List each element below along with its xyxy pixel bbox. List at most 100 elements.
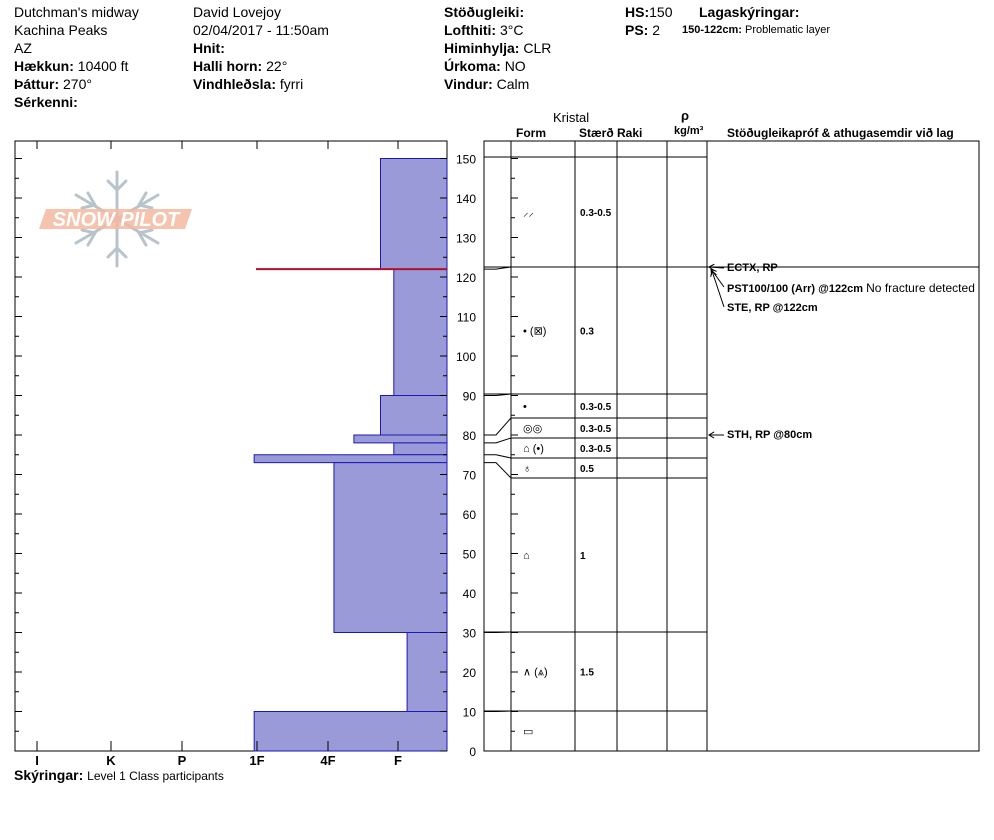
depth-tick-label: 40 bbox=[463, 587, 477, 601]
layer-leader-line bbox=[484, 437, 512, 444]
depth-tick-label: 150 bbox=[456, 153, 476, 167]
air-temp-row: Lofthiti: 3°C bbox=[444, 22, 523, 38]
elevation-label: Hækkun: bbox=[14, 58, 74, 74]
test-pst: PST100/100 (Arr) @122cm No fracture dete… bbox=[727, 282, 975, 296]
crystal-size: 1 bbox=[580, 551, 586, 562]
hs-row: HS:150 bbox=[625, 4, 672, 20]
layer-leader-line bbox=[484, 454, 512, 459]
observation-datetime: 02/04/2017 - 11:50am bbox=[193, 22, 329, 38]
observer-name: David Lovejoy bbox=[193, 4, 281, 20]
layer-leader-line bbox=[484, 462, 512, 479]
range-name: Kachina Peaks bbox=[14, 22, 108, 38]
crystal-form-icon: • bbox=[523, 401, 527, 413]
stability-label: Stöðugleiki: bbox=[444, 4, 525, 20]
layer-note: 150-122cm: Problematic layer bbox=[682, 24, 830, 37]
aspect-label: Þáttur: bbox=[14, 76, 60, 92]
crystal-size: 1.5 bbox=[580, 668, 594, 679]
hardness-label-k: K bbox=[106, 753, 116, 768]
coords-label: Hnit: bbox=[193, 40, 225, 56]
layer-bar bbox=[393, 442, 448, 456]
depth-tick-label: 70 bbox=[463, 469, 477, 483]
layer-bar bbox=[393, 268, 448, 397]
form-header: Form bbox=[516, 126, 546, 140]
elevation-value: 10400 ft bbox=[77, 58, 129, 74]
hardness-label-1f: 1F bbox=[249, 753, 264, 768]
depth-tick-label: 140 bbox=[456, 192, 476, 206]
stability-tests-header: Stöðugleikapróf & athugasemdir við lag bbox=[727, 126, 954, 140]
hardness-label-f: F bbox=[394, 753, 402, 768]
moisture-header: Raki bbox=[617, 126, 643, 140]
depth-tick-label: 80 bbox=[463, 429, 477, 443]
depth-tick-label: 60 bbox=[463, 508, 477, 522]
hs-label: HS: bbox=[625, 4, 650, 20]
arrow-head-icon bbox=[710, 270, 717, 277]
layer-leader-line bbox=[484, 417, 512, 436]
air-temp-value: 3°C bbox=[499, 22, 524, 38]
wind-value: Calm bbox=[496, 76, 530, 92]
depth-tick-label: 120 bbox=[456, 271, 476, 285]
layer-note-range: 150-122cm: bbox=[682, 24, 742, 36]
arrow-head-icon bbox=[708, 431, 715, 439]
slope-label: Halli horn: bbox=[193, 58, 263, 74]
crystal-form-icon: ∧ (⩓) bbox=[523, 667, 548, 679]
notes-row: Skýringar: Level 1 Class participants bbox=[14, 767, 224, 784]
test-sth: STH, RP @80cm bbox=[727, 429, 813, 441]
wind-loading-row: Vindhleðsla: fyrri bbox=[193, 76, 303, 92]
features-label: Sérkenni: bbox=[14, 94, 78, 110]
crystal-size: 0.3-0.5 bbox=[580, 444, 612, 455]
hardness-label-4f: 4F bbox=[320, 753, 335, 768]
test-ectx: ECTX, RP bbox=[727, 262, 778, 274]
test-pst-note: No fracture detected bbox=[866, 281, 975, 295]
ps-value: 2 bbox=[652, 22, 661, 38]
crystal-size: 0.5 bbox=[580, 464, 594, 475]
layer-bar bbox=[333, 462, 448, 633]
crystal-size: 0.3-0.5 bbox=[580, 402, 612, 413]
precip-row: Úrkoma: NO bbox=[444, 58, 526, 74]
crystal-size: 0.3 bbox=[580, 327, 594, 338]
air-temp-label: Lofthiti: bbox=[444, 22, 497, 38]
wind-loading-label: Vindhleðsla: bbox=[193, 76, 276, 92]
depth-tick-label: 110 bbox=[457, 311, 476, 325]
layer-bar bbox=[253, 454, 448, 464]
precip-value: NO bbox=[504, 58, 526, 74]
depth-tick-label: 50 bbox=[463, 548, 477, 562]
crystal-form-icon: • (⊠) bbox=[523, 326, 546, 338]
layer-bar bbox=[353, 434, 448, 444]
sky-row: Himinhylja: CLR bbox=[444, 40, 551, 56]
hardness-label-i: I bbox=[35, 753, 39, 768]
notes-label: Skýringar: bbox=[14, 767, 84, 783]
layer-leader-line bbox=[484, 266, 512, 270]
crystal-form-icon: ◎◎ bbox=[523, 423, 542, 435]
layer-note-text: Problematic layer bbox=[745, 24, 830, 36]
layer-bar bbox=[253, 711, 448, 752]
logo-text: SNOW PILOT bbox=[53, 209, 181, 231]
density-unit-header: kg/m³ bbox=[674, 125, 704, 137]
wind-row: Vindur: Calm bbox=[444, 76, 529, 92]
crystal-size: 0.3-0.5 bbox=[580, 424, 612, 435]
depth-tick-label: 90 bbox=[463, 390, 477, 404]
precip-label: Úrkoma: bbox=[444, 58, 501, 74]
crystal-form-icon: ⸝⸝ bbox=[523, 207, 534, 219]
depth-tick-label: 100 bbox=[456, 350, 476, 364]
layer-bar bbox=[380, 158, 448, 270]
notes-value: Level 1 Class participants bbox=[87, 769, 224, 783]
state-name: AZ bbox=[14, 40, 32, 56]
crystal-size: 0.3-0.5 bbox=[580, 208, 612, 219]
slope-value: 22° bbox=[266, 58, 288, 74]
aspect-row: Þáttur: 270° bbox=[14, 76, 92, 92]
depth-tick-label: 30 bbox=[463, 627, 477, 641]
depth-tick-label: 130 bbox=[456, 232, 476, 246]
slope-row: Halli horn: 22° bbox=[193, 58, 287, 74]
test-arrow bbox=[711, 270, 725, 308]
hs-value: 150 bbox=[649, 4, 673, 20]
ps-label: PS: bbox=[625, 22, 649, 38]
test-pst-text: PST100/100 (Arr) @122cm bbox=[727, 283, 864, 295]
crystal-form-icon: ⌂ bbox=[523, 550, 530, 562]
test-ste: STE, RP @122cm bbox=[727, 302, 818, 314]
location-name: Dutchman's midway bbox=[14, 4, 139, 20]
aspect-value: 270° bbox=[63, 76, 92, 92]
elevation-row: Hækkun: 10400 ft bbox=[14, 58, 128, 74]
wind-label: Vindur: bbox=[444, 76, 493, 92]
test-arrow bbox=[708, 266, 725, 269]
